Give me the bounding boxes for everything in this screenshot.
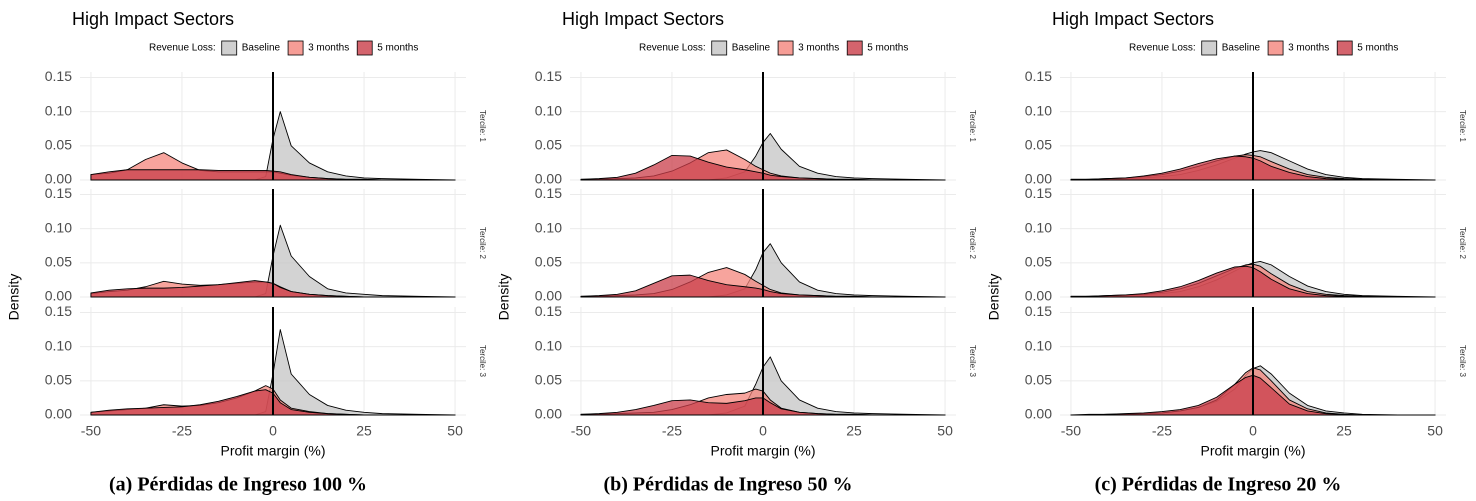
legend-label: Baseline [1222,43,1261,54]
y-tick-label: 0.10 [535,337,562,353]
y-tick-label: 0.15 [45,68,72,84]
x-axis-label: Profit margin (%) [220,443,325,459]
y-tick-label: 0.00 [535,406,562,422]
x-tick-label: -25 [662,423,682,439]
facet-label: Tercile: 1 [1458,110,1467,143]
legend-swatch [1267,40,1284,56]
y-tick-label: 0.15 [45,303,72,319]
y-tick-label: 0.10 [45,219,72,235]
legend-swatch [287,40,304,56]
legend-title: Revenue Loss: [1129,43,1196,54]
legend-label: Baseline [242,43,281,54]
chart-title: High Impact Sectors [72,9,234,29]
legend-label: Baseline [732,43,771,54]
facet-label: Tercile: 2 [968,227,977,260]
x-tick-label: 50 [1427,423,1443,439]
y-tick-label: 0.00 [45,406,72,422]
y-tick-label: 0.05 [1025,137,1052,153]
x-tick-label: -50 [571,423,591,439]
y-tick-label: 0.10 [1025,102,1052,118]
x-tick-label: 0 [759,423,767,439]
legend-swatch [356,40,373,56]
y-tick-label: 0.15 [1025,68,1052,84]
y-tick-label: 0.00 [45,171,72,187]
y-tick-label: 0.15 [535,68,562,84]
x-tick-label: 0 [269,423,277,439]
x-tick-label: 25 [846,423,862,439]
y-tick-label: 0.00 [1025,406,1052,422]
x-tick-label: 25 [1336,423,1352,439]
y-tick-label: 0.15 [535,185,562,201]
legend-swatch [711,40,728,56]
y-tick-label: 0.10 [535,219,562,235]
caption: (b) Pérdidas de Ingreso 50 % [603,474,852,496]
y-tick-label: 0.15 [45,185,72,201]
legend-title: Revenue Loss: [149,43,216,54]
legend-title: Revenue Loss: [639,43,706,54]
legend-swatch [1336,40,1353,56]
y-tick-label: 0.00 [1025,171,1052,187]
y-tick-label: 0.05 [535,254,562,270]
legend-label: 5 months [377,43,418,54]
legend-swatch [777,40,794,56]
y-tick-label: 0.00 [45,288,72,304]
facet-label: Tercile: 3 [968,345,977,378]
facet-label: Tercile: 3 [1458,345,1467,378]
caption: (a) Pérdidas de Ingreso 100 % [109,474,367,496]
density-area [580,274,946,298]
legend-label: 5 months [1357,43,1398,54]
chart-title: High Impact Sectors [1052,9,1214,29]
y-tick-label: 0.10 [535,102,562,118]
legend-swatch [846,40,863,56]
y-tick-label: 0.05 [535,372,562,388]
facet-label: Tercile: 1 [478,110,487,143]
y-tick-label: 0.00 [535,288,562,304]
y-tick-label: 0.05 [1025,254,1052,270]
facet-label: Tercile: 3 [478,345,487,378]
y-tick-label: 0.15 [1025,303,1052,319]
x-tick-label: 25 [356,423,372,439]
y-tick-label: 0.10 [45,337,72,353]
y-tick-label: 0.05 [535,137,562,153]
y-tick-label: 0.10 [1025,219,1052,235]
x-tick-label: 50 [937,423,953,439]
y-tick-label: 0.15 [535,303,562,319]
x-tick-label: -50 [81,423,101,439]
y-tick-label: 0.05 [1025,372,1052,388]
y-axis-label: Density [496,274,512,321]
y-tick-label: 0.00 [535,171,562,187]
x-axis-label: Profit margin (%) [710,443,815,459]
y-tick-label: 0.05 [45,372,72,388]
legend-label: 3 months [798,43,839,54]
legend-swatch [1201,40,1218,56]
y-axis-label: Density [986,274,1002,321]
facet-label: Tercile: 1 [968,110,977,143]
y-tick-label: 0.00 [1025,288,1052,304]
legend-swatch [221,40,238,56]
legend-label: 3 months [308,43,349,54]
x-tick-label: 50 [447,423,463,439]
x-tick-label: -50 [1061,423,1081,439]
x-tick-label: -25 [1152,423,1172,439]
y-tick-label: 0.05 [45,254,72,270]
legend-label: 3 months [1288,43,1329,54]
caption: (c) Pérdidas de Ingreso 20 % [1095,474,1342,496]
chart-title: High Impact Sectors [562,9,724,29]
facet-label: Tercile: 2 [478,227,487,260]
y-tick-label: 0.05 [45,137,72,153]
y-axis-label: Density [6,274,22,321]
x-tick-label: -25 [172,423,192,439]
y-tick-label: 0.10 [1025,337,1052,353]
x-tick-label: 0 [1249,423,1257,439]
y-tick-label: 0.10 [45,102,72,118]
legend-label: 5 months [867,43,908,54]
x-axis-label: Profit margin (%) [1200,443,1305,459]
y-tick-label: 0.15 [1025,185,1052,201]
density-area [580,154,946,181]
facet-label: Tercile: 2 [1458,227,1467,260]
